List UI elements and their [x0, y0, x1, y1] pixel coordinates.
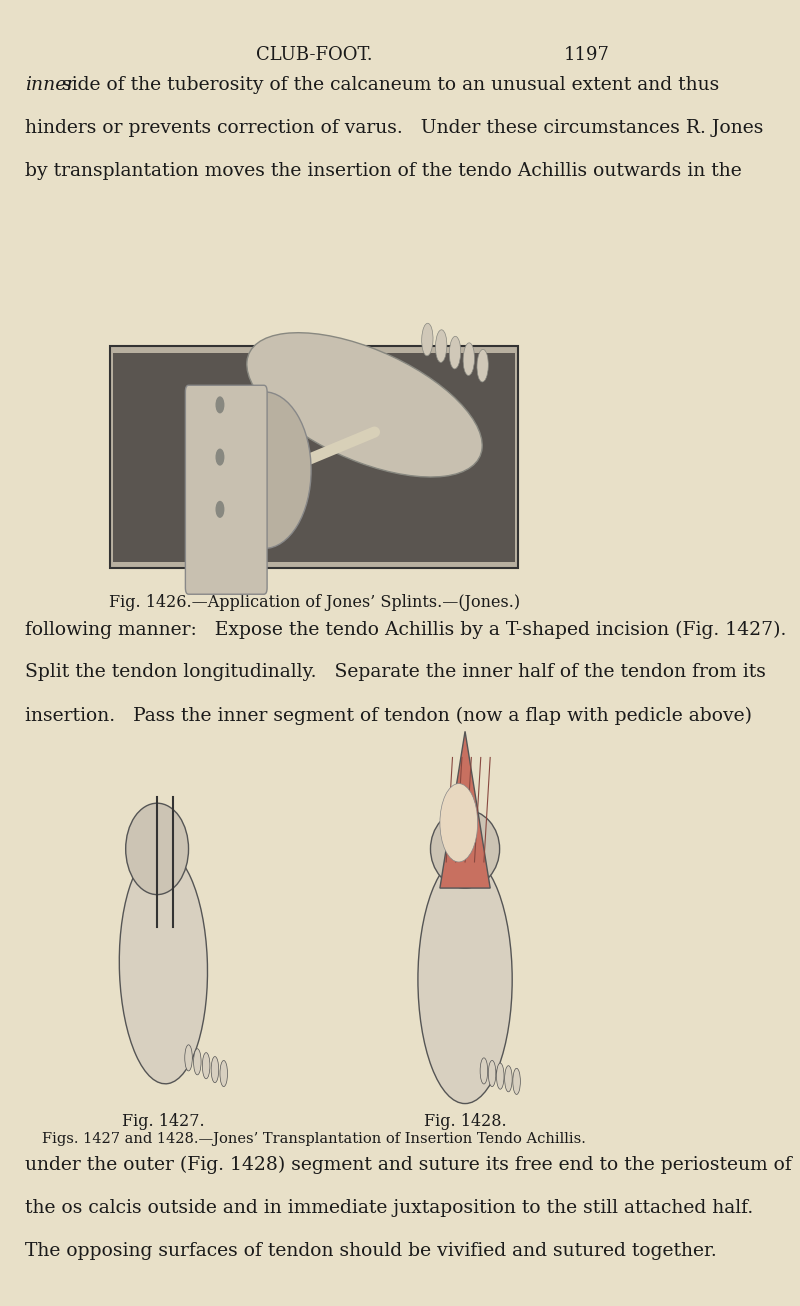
Ellipse shape — [513, 1068, 520, 1094]
Ellipse shape — [185, 1045, 192, 1071]
FancyArrowPatch shape — [222, 432, 374, 495]
Text: following manner:   Expose the tendo Achillis by a T-shaped incision (Fig. 1427): following manner: Expose the tendo Achil… — [25, 620, 786, 639]
Ellipse shape — [450, 337, 461, 368]
Text: 1197: 1197 — [564, 46, 610, 64]
Ellipse shape — [480, 1058, 488, 1084]
Text: Fig. 1427.: Fig. 1427. — [122, 1113, 205, 1130]
Ellipse shape — [430, 810, 500, 888]
Text: Fig. 1428.: Fig. 1428. — [424, 1113, 506, 1130]
Ellipse shape — [488, 1060, 496, 1087]
Ellipse shape — [435, 330, 447, 362]
Text: inner: inner — [25, 76, 75, 94]
Circle shape — [216, 397, 224, 413]
Ellipse shape — [217, 392, 311, 549]
Ellipse shape — [220, 1060, 227, 1087]
Bar — [25, 810, 302, 1097]
Ellipse shape — [440, 784, 478, 862]
Bar — [326, 810, 603, 1097]
Text: by transplantation moves the insertion of the tendo Achillis outwards in the: by transplantation moves the insertion o… — [25, 162, 742, 180]
Circle shape — [216, 449, 224, 465]
Text: The opposing surfaces of tendon should be vivified and sutured together.: The opposing surfaces of tendon should b… — [25, 1242, 717, 1260]
Ellipse shape — [463, 343, 474, 375]
Ellipse shape — [422, 324, 433, 355]
FancyBboxPatch shape — [186, 385, 267, 594]
Text: hinders or prevents correction of varus.   Under these circumstances R. Jones: hinders or prevents correction of varus.… — [25, 119, 763, 137]
Text: the os calcis outside and in immediate juxtaposition to the still attached half.: the os calcis outside and in immediate j… — [25, 1199, 754, 1217]
Ellipse shape — [202, 1053, 210, 1079]
Bar — [113, 353, 515, 562]
Ellipse shape — [497, 1063, 504, 1089]
Ellipse shape — [477, 350, 488, 381]
Ellipse shape — [211, 1057, 218, 1083]
Ellipse shape — [119, 849, 207, 1084]
Text: Fig. 1426.—Application of Jones’ Splints.—(Jones.): Fig. 1426.—Application of Jones’ Splints… — [109, 594, 520, 611]
Ellipse shape — [505, 1066, 512, 1092]
Ellipse shape — [194, 1049, 201, 1075]
Text: Figs. 1427 and 1428.—Jones’ Transplantation of Insertion Tendo Achillis.: Figs. 1427 and 1428.—Jones’ Transplantat… — [42, 1132, 586, 1147]
Text: CLUB-FOOT.: CLUB-FOOT. — [256, 46, 373, 64]
Text: insertion.   Pass the inner segment of tendon (now a flap with pedicle above): insertion. Pass the inner segment of ten… — [25, 707, 752, 725]
Circle shape — [216, 502, 224, 517]
Ellipse shape — [126, 803, 189, 895]
Text: under the outer (Fig. 1428) segment and suture its free end to the periosteum of: under the outer (Fig. 1428) segment and … — [25, 1156, 792, 1174]
Polygon shape — [440, 731, 490, 888]
Text: side of the tuberosity of the calcaneum to an unusual extent and thus: side of the tuberosity of the calcaneum … — [26, 76, 719, 94]
Text: Split the tendon longitudinally.   Separate the inner half of the tendon from it: Split the tendon longitudinally. Separat… — [25, 663, 766, 682]
Ellipse shape — [418, 855, 512, 1104]
Bar — [110, 346, 518, 568]
Ellipse shape — [247, 333, 482, 477]
